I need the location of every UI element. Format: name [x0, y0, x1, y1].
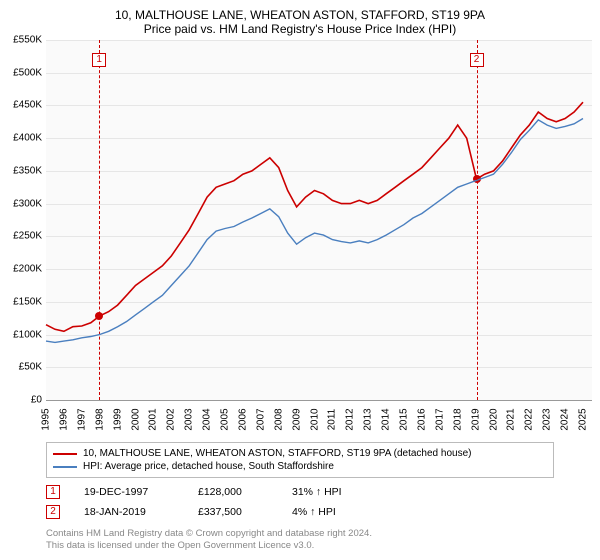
sale-price: £337,500 — [198, 506, 268, 518]
sale-change: 4% ↑ HPI — [292, 506, 382, 518]
x-tick-label: 2005 — [220, 408, 231, 430]
sale-change: 31% ↑ HPI — [292, 486, 382, 498]
series-hpi — [46, 119, 583, 343]
x-tick-label: 2021 — [506, 408, 517, 430]
series-property — [46, 102, 583, 331]
y-tick-label: £50K — [19, 362, 42, 373]
legend-item: 10, MALTHOUSE LANE, WHEATON ASTON, STAFF… — [53, 447, 547, 460]
y-tick-label: £200K — [13, 264, 42, 275]
x-tick-label: 1995 — [41, 408, 52, 430]
y-tick-label: £450K — [13, 100, 42, 111]
x-tick-label: 2019 — [470, 408, 481, 430]
x-tick-label: 2012 — [345, 408, 356, 430]
legend-item: HPI: Average price, detached house, Sout… — [53, 460, 547, 473]
sales-table: 1 19-DEC-1997 £128,000 31% ↑ HPI 2 18-JAN-201… — [46, 482, 554, 522]
x-tick-label: 2025 — [578, 408, 589, 430]
x-tick-label: 2022 — [524, 408, 535, 430]
footer-line2: This data is licensed under the Open Gov… — [46, 540, 554, 552]
x-tick-label: 2014 — [381, 408, 392, 430]
x-tick-label: 1997 — [76, 408, 87, 430]
plot-area: £0£50K£100K£150K£200K£250K£300K£350K£400… — [46, 40, 592, 400]
x-tick-label: 2006 — [237, 408, 248, 430]
sale-date: 18-JAN-2019 — [84, 506, 174, 518]
footer-line1: Contains HM Land Registry data © Crown c… — [46, 528, 554, 540]
x-tick-label: 2013 — [363, 408, 374, 430]
x-tick-label: 2001 — [148, 408, 159, 430]
plot-wrap: £0£50K£100K£150K£200K£250K£300K£350K£400… — [46, 40, 592, 400]
x-tick-label: 2008 — [273, 408, 284, 430]
x-tick-label: 2003 — [184, 408, 195, 430]
y-tick-label: £550K — [13, 35, 42, 46]
x-tick-label: 2017 — [434, 408, 445, 430]
sale-date: 19-DEC-1997 — [84, 486, 174, 498]
y-tick-label: £300K — [13, 198, 42, 209]
x-tick-label: 1996 — [58, 408, 69, 430]
y-tick-label: £500K — [13, 67, 42, 78]
sale-price: £128,000 — [198, 486, 268, 498]
x-axis: 1995199619971998199920002001200220032004… — [46, 400, 592, 436]
y-tick-label: £250K — [13, 231, 42, 242]
y-tick-label: £100K — [13, 329, 42, 340]
x-tick-label: 2023 — [542, 408, 553, 430]
x-tick-label: 2015 — [399, 408, 410, 430]
chart-title: 10, MALTHOUSE LANE, WHEATON ASTON, STAFF… — [0, 0, 600, 22]
line-layer — [46, 40, 592, 400]
x-tick-label: 2007 — [255, 408, 266, 430]
legend-label: HPI: Average price, detached house, Sout… — [83, 461, 334, 472]
legend-swatch — [53, 466, 77, 468]
x-tick-label: 2024 — [560, 408, 571, 430]
y-tick-label: £350K — [13, 165, 42, 176]
legend-label: 10, MALTHOUSE LANE, WHEATON ASTON, STAFF… — [83, 448, 471, 459]
x-tick-label: 2009 — [291, 408, 302, 430]
sale-row: 2 18-JAN-2019 £337,500 4% ↑ HPI — [46, 502, 554, 522]
x-tick-label: 2011 — [327, 409, 338, 431]
legend: 10, MALTHOUSE LANE, WHEATON ASTON, STAFF… — [46, 442, 554, 478]
sale-row: 1 19-DEC-1997 £128,000 31% ↑ HPI — [46, 482, 554, 502]
x-tick-label: 2004 — [202, 408, 213, 430]
y-tick-label: £0 — [31, 395, 42, 406]
y-tick-label: £150K — [13, 296, 42, 307]
sale-marker-icon: 1 — [46, 485, 60, 499]
x-tick-label: 2010 — [309, 408, 320, 430]
y-tick-label: £400K — [13, 133, 42, 144]
x-tick-label: 2002 — [166, 408, 177, 430]
x-tick-label: 2016 — [416, 408, 427, 430]
x-tick-label: 2018 — [452, 408, 463, 430]
x-tick-label: 1998 — [94, 408, 105, 430]
x-tick-label: 1999 — [112, 408, 123, 430]
chart-subtitle: Price paid vs. HM Land Registry's House … — [0, 22, 600, 40]
x-tick-label: 2020 — [488, 408, 499, 430]
legend-swatch — [53, 453, 77, 455]
chart-container: 10, MALTHOUSE LANE, WHEATON ASTON, STAFF… — [0, 0, 600, 560]
footer-attribution: Contains HM Land Registry data © Crown c… — [46, 528, 554, 553]
sale-marker-icon: 2 — [46, 505, 60, 519]
x-tick-label: 2000 — [130, 408, 141, 430]
